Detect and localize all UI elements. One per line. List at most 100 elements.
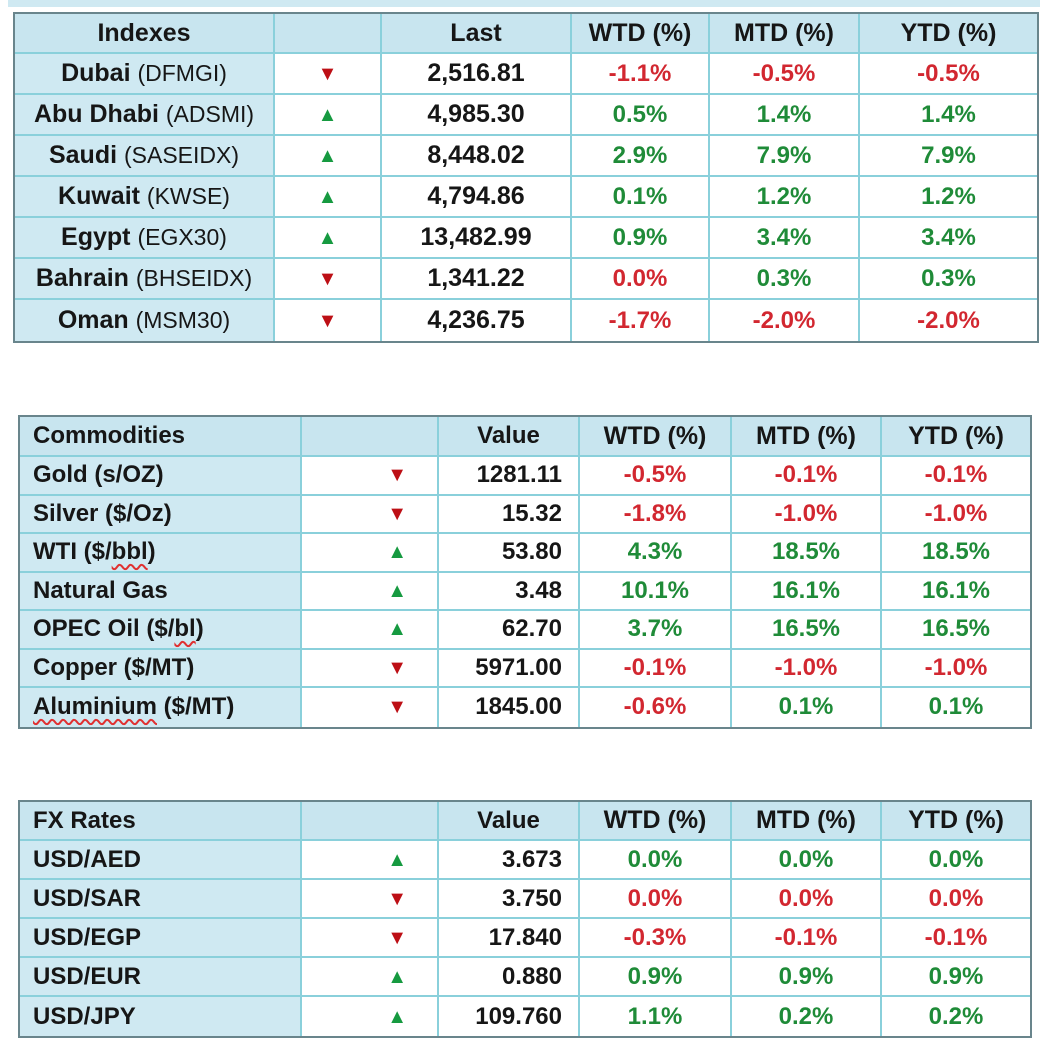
value-cell: 5971.00 (439, 649, 580, 688)
wtd-column-header: WTD (%) (572, 14, 710, 54)
row-label-text: (BHSEIDX) (135, 265, 253, 291)
wtd-column-header: WTD (%) (580, 417, 732, 457)
direction-cell: ▲ (302, 572, 439, 611)
wtd-cell: 0.0% (580, 880, 732, 919)
mtd-cell: 1.2% (710, 177, 860, 218)
pct-value: 16.1% (921, 576, 991, 604)
down-arrow-icon: ▼ (317, 62, 338, 85)
direction-column-header (302, 417, 439, 457)
pct-value: -2.0% (752, 306, 816, 334)
pct-value: 0.0% (778, 884, 834, 912)
pct-value: 16.1% (771, 576, 841, 604)
row-label-cell: USD/EGP (20, 919, 302, 958)
pct-value: -0.1% (924, 461, 988, 489)
pct-value: -1.0% (774, 653, 838, 681)
commodities-table: Commodities Value WTD (%) MTD (%) YTD (%… (18, 415, 1032, 729)
ytd-cell: -2.0% (860, 300, 1037, 341)
up-arrow-icon: ▲ (387, 1005, 407, 1028)
pct-value: -1.8% (623, 499, 687, 527)
direction-cell: ▲ (275, 95, 382, 136)
row-label-cell: Bahrain (BHSEIDX) (15, 259, 275, 300)
fx-header-row: FX Rates Value WTD (%) MTD (%) YTD (%) (20, 802, 1030, 841)
row-label-cell: USD/EUR (20, 958, 302, 997)
pct-value: 0.0% (928, 845, 984, 873)
row-label-cell: Gold (s/OZ) (20, 457, 302, 496)
pct-value: -1.1% (608, 59, 672, 87)
pct-value: 0.9% (627, 962, 683, 990)
wtd-cell: 4.3% (580, 534, 732, 573)
table-row: USD/EGP ▼ 17.840 -0.3% -0.1% -0.1% (20, 919, 1030, 958)
up-arrow-icon: ▲ (387, 848, 407, 871)
pct-value: 7.9% (756, 141, 812, 169)
ytd-cell: 18.5% (882, 534, 1030, 573)
ytd-column-header: YTD (%) (882, 417, 1030, 457)
mtd-cell: 18.5% (732, 534, 882, 573)
pct-value: -0.6% (623, 693, 687, 721)
pct-value: 0.3% (921, 264, 976, 292)
pct-value: -0.1% (623, 653, 687, 681)
table-row: Aluminium ($/MT) ▼ 1845.00 -0.6% 0.1% 0.1% (20, 688, 1030, 727)
value-cell: 1,341.22 (382, 259, 572, 300)
up-arrow-icon: ▲ (317, 103, 338, 126)
pct-value: 3.4% (921, 223, 976, 251)
wtd-cell: 0.9% (580, 958, 732, 997)
ytd-column-header: YTD (%) (882, 802, 1030, 841)
pct-value: -2.0% (917, 306, 980, 334)
commodities-header-row: Commodities Value WTD (%) MTD (%) YTD (%… (20, 417, 1030, 457)
pct-value: 2.9% (612, 141, 668, 169)
row-label-text: OPEC Oil ($/ (33, 615, 175, 643)
row-label-text: ($/MT) (157, 693, 235, 721)
pct-value: 16.5% (771, 615, 841, 643)
pct-value: 10.1% (620, 576, 690, 604)
pct-value: 0.3% (756, 264, 812, 292)
pct-value: 1.4% (921, 100, 976, 128)
pct-value: 0.2% (928, 1002, 984, 1030)
row-label-text: (DFMGI) (137, 60, 227, 86)
ytd-cell: -0.5% (860, 54, 1037, 95)
value-cell: 109.760 (439, 997, 580, 1036)
pct-value: -0.1% (924, 923, 988, 951)
pct-value: 0.0% (612, 264, 668, 292)
pct-value: 0.2% (778, 1002, 834, 1030)
row-label-text: Gold (s/OZ) (33, 461, 164, 489)
row-label-cell: Egypt (EGX30) (15, 218, 275, 259)
ytd-cell: 7.9% (860, 136, 1037, 177)
ytd-column-header: YTD (%) (860, 14, 1037, 54)
mtd-cell: -0.1% (732, 919, 882, 958)
value-cell: 3.750 (439, 880, 580, 919)
indexes-table: Indexes Last WTD (%) MTD (%) YTD (%) Dub… (13, 12, 1039, 343)
wtd-cell: 0.0% (572, 259, 710, 300)
row-label-cell: Abu Dhabi (ADSMI) (15, 95, 275, 136)
direction-cell: ▲ (275, 177, 382, 218)
row-label-text: Saudi (48, 141, 124, 169)
table-row: Gold (s/OZ) ▼ 1281.11 -0.5% -0.1% -0.1% (20, 457, 1030, 496)
pct-value: 16.5% (921, 615, 991, 643)
value-cell: 17.840 (439, 919, 580, 958)
table-row: Oman (MSM30) ▼ 4,236.75 -1.7% -2.0% -2.0% (15, 300, 1037, 341)
table-row: Egypt (EGX30) ▲ 13,482.99 0.9% 3.4% 3.4% (15, 218, 1037, 259)
value-column-header: Value (439, 417, 580, 457)
pct-value: -1.0% (924, 653, 988, 681)
wtd-cell: -1.7% (572, 300, 710, 341)
up-arrow-icon: ▲ (317, 226, 338, 249)
pct-value: 0.0% (778, 845, 834, 873)
wtd-cell: 0.0% (580, 841, 732, 880)
row-label-text: ) (195, 615, 204, 643)
pct-value: 0.9% (928, 962, 984, 990)
pct-value: 1.1% (627, 1002, 683, 1030)
direction-cell: ▲ (275, 218, 382, 259)
table-row: USD/AED ▲ 3.673 0.0% 0.0% 0.0% (20, 841, 1030, 880)
wtd-cell: -1.1% (572, 54, 710, 95)
wtd-cell: -1.8% (580, 495, 732, 534)
mtd-cell: 0.3% (710, 259, 860, 300)
direction-cell: ▼ (275, 54, 382, 95)
pct-value: 3.7% (627, 615, 683, 643)
pct-value: 18.5% (771, 538, 841, 566)
row-label-cell: WTI ($/bbl) (20, 534, 302, 573)
pct-value: 1.2% (921, 182, 976, 210)
value-cell: 15.32 (439, 495, 580, 534)
row-label-cell: Aluminium ($/MT) (20, 688, 302, 727)
down-arrow-icon: ▼ (387, 502, 407, 525)
mtd-cell: 0.9% (732, 958, 882, 997)
